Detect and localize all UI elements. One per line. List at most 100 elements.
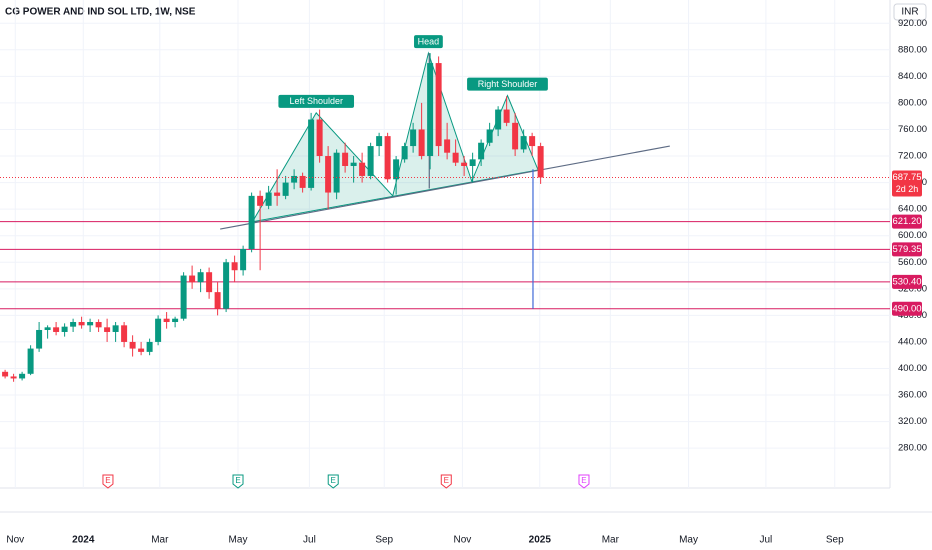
candle-body [112,325,119,332]
candle-body [359,162,366,176]
candle-body [384,136,391,180]
x-tick-label: Nov [454,535,472,546]
candle-body [257,195,264,206]
candle-body [316,119,323,157]
candle-body [2,371,9,377]
earnings-marker [102,474,114,489]
candle-body [121,325,128,342]
candle-body [138,348,145,352]
candle-body [520,136,527,150]
pattern-label-bg [278,94,355,108]
x-tick-label: 2025 [529,535,552,546]
candle-body [265,192,272,206]
x-tick-label: 2024 [72,535,95,546]
pattern-label: Left Shoulder [289,96,343,106]
y-tick-label: 800.00 [898,97,927,108]
earnings-marker [327,474,339,489]
last-price-label: 687.75 [892,172,921,183]
candle-body [461,162,468,166]
level-label: 490.00 [892,303,921,314]
x-tick-label: Mar [151,535,169,546]
candle-body [53,327,60,332]
pattern-label-bg [467,77,548,91]
y-tick-label: 880.00 [898,44,927,55]
level-label: 530.40 [892,276,921,287]
candle-body [282,182,289,196]
earnings-label: E [105,476,110,485]
candle-body [155,318,162,342]
candle-body [146,341,153,352]
candle-body [240,248,247,271]
y-tick-label: 920.00 [898,18,927,29]
candle-body [248,195,255,249]
candle-body [78,322,85,326]
candle-body [435,63,442,147]
candle-body [478,142,485,160]
earnings-label: E [331,476,336,485]
y-tick-label: 640.00 [898,204,927,215]
candle-body [95,322,102,328]
y-tick-label: 320.00 [898,416,927,427]
candle-body [197,272,204,283]
candle-body [223,262,230,309]
candle-body [452,152,459,163]
pattern-label: Right Shoulder [478,79,538,89]
head-shoulders-pattern [251,51,539,223]
earnings-label: E [235,476,240,485]
candle-body [350,162,357,166]
y-tick-label: 600.00 [898,230,927,241]
earnings-marker [578,474,590,489]
currency[interactable]: INR [901,7,918,18]
candle-body [495,109,502,130]
candle-body [129,341,136,349]
y-tick-label: 720.00 [898,151,927,162]
x-tick-label: Nov [6,535,24,546]
candle-body [325,156,332,193]
x-tick-label: May [679,535,698,546]
pattern-label: Head [418,36,440,46]
candle-body [206,272,213,293]
y-tick-label: 560.00 [898,257,927,268]
x-tick-label: May [229,535,248,546]
x-tick-label: Mar [602,535,620,546]
candle-body [274,192,281,196]
candle-body [376,136,383,147]
candle-body [427,63,434,157]
candle-body [333,152,340,193]
candle-body [104,327,111,332]
earnings-label: E [581,476,586,485]
countdown-label: 2d 2h [896,184,919,194]
earnings-marker [440,474,452,489]
candle-body [512,122,519,150]
candle-body [36,329,43,349]
candle-body [367,146,374,176]
x-tick-label: Sep [375,535,393,546]
y-tick-label: 360.00 [898,390,927,401]
candle-body [529,136,536,147]
level-label: 621.20 [892,216,921,227]
level-label-bg [892,274,922,289]
level-label-bg [892,242,922,257]
candle-body [172,318,179,323]
x-tick-label: Jul [303,535,316,546]
candle-body [393,159,400,180]
neckline [220,145,670,230]
candle-body [27,348,34,374]
candle-body [87,322,94,326]
candle-body [10,376,17,379]
level-label-bg [892,214,922,229]
candle-body [44,327,51,330]
candle-body [537,146,544,178]
candle-body [163,318,170,323]
y-tick-label: 400.00 [898,363,927,374]
currency-box[interactable] [893,3,927,21]
candle-body [19,373,26,379]
earnings-label: E [444,476,449,485]
candle-body [469,159,476,166]
y-tick-label: 440.00 [898,336,927,347]
y-tick-label: 840.00 [898,71,927,82]
chart-title: CG POWER AND IND SOL LTD, 1W, NSE [5,7,196,18]
candle-body [61,326,68,332]
candle-body [231,262,238,271]
